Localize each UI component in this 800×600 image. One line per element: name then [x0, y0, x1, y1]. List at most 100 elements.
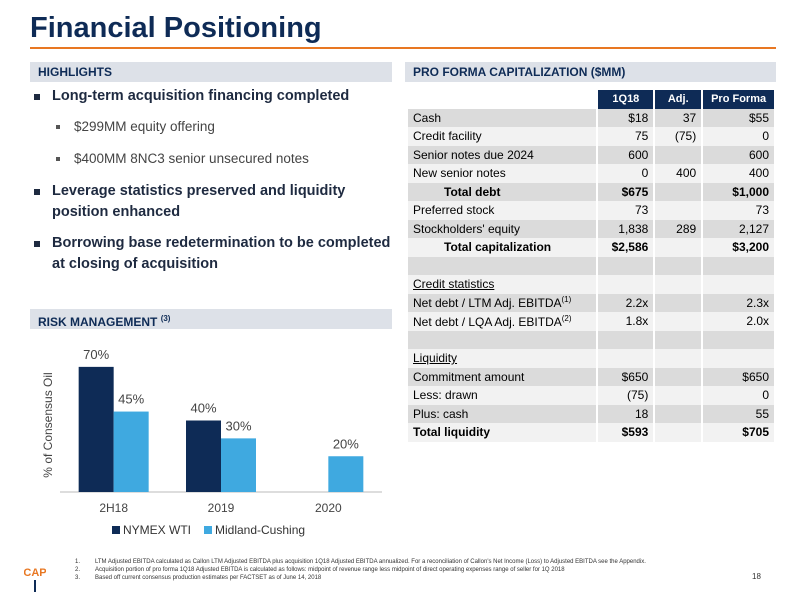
- cell-text: 2.0x: [746, 314, 769, 329]
- label-cell: Senior notes due 2024: [408, 145, 599, 164]
- label-cell: Credit facility: [408, 127, 599, 146]
- legend-label: Midland-Cushing: [215, 523, 305, 537]
- legend-swatch: [204, 526, 212, 534]
- cell-text: Credit statistics: [413, 277, 495, 292]
- value-cell: [654, 293, 704, 312]
- legend-swatch: [112, 526, 120, 534]
- legend-label: NYMEX WTI: [123, 523, 191, 537]
- cell-text: Cash: [413, 110, 442, 125]
- value-cell: [702, 256, 776, 275]
- cell-text: 400: [748, 166, 769, 181]
- cell-text: $1,000: [732, 184, 769, 199]
- value-cell: 2,127: [702, 219, 776, 238]
- footnote-number: 1.: [75, 559, 81, 565]
- cell-text: Commitment amount: [413, 369, 525, 384]
- bar: [186, 420, 221, 492]
- label-cell: Total debt: [408, 182, 599, 201]
- value-cell: $650: [702, 367, 776, 386]
- cell-text: 0: [641, 166, 649, 181]
- table-row: [408, 256, 776, 275]
- cell-text: 2.2x: [625, 295, 649, 310]
- value-cell: [597, 275, 656, 294]
- cell-text: $650: [742, 369, 769, 384]
- value-cell: [597, 256, 656, 275]
- cell-text: New senior notes: [413, 166, 506, 181]
- value-cell: $55: [702, 108, 776, 127]
- label-cell: Total liquidity: [408, 423, 599, 442]
- value-cell: [654, 312, 704, 331]
- value-cell: 2.3x: [702, 293, 776, 312]
- bullet: Leverage statistics preserved and liquid…: [30, 181, 392, 223]
- value-cell: 2.0x: [702, 312, 776, 331]
- cell-text: (75): [626, 388, 649, 403]
- cell-text: 73: [634, 203, 649, 218]
- x-tick-label: 2020: [315, 501, 342, 515]
- header-cell: 1Q18: [597, 90, 656, 109]
- footnote-text: Acquisition portion of pro forma 1Q18 Ad…: [95, 567, 565, 573]
- y-axis-label: % of Consensus Oil: [41, 372, 55, 477]
- cell-text: 289: [676, 221, 697, 236]
- label-cell: [408, 330, 599, 349]
- table-row: New senior notes 0 400 400: [408, 164, 776, 183]
- value-cell: [654, 330, 704, 349]
- footnote-ref: (3): [160, 314, 171, 323]
- cell-text: 55: [755, 406, 769, 421]
- cell-text: Liquidity: [413, 351, 458, 366]
- table-row: Total capitalization $2,586 $3,200: [408, 238, 776, 257]
- value-cell: $593: [597, 423, 656, 442]
- value-cell: 0: [702, 127, 776, 146]
- value-cell: $1,000: [702, 182, 776, 201]
- x-tick-label: 2H18: [99, 501, 128, 515]
- table-row: Plus: cash 18 55: [408, 404, 776, 423]
- table-row: Stockholders' equity 1,838 289 2,127: [408, 219, 776, 238]
- section-header: HIGHLIGHTS: [30, 62, 392, 82]
- label-cell: Total capitalization: [408, 238, 599, 257]
- cell-text: $675: [621, 184, 649, 199]
- label-cell: Cash: [408, 108, 599, 127]
- value-cell: [654, 367, 704, 386]
- value-cell: [654, 404, 704, 423]
- table-row: Less: drawn (75) 0: [408, 386, 776, 405]
- value-cell: $2,586: [597, 238, 656, 257]
- cell-text: $650: [621, 369, 649, 384]
- footnote-ref: (2): [561, 313, 572, 323]
- sub-bullet: $299MM equity offering: [30, 117, 392, 137]
- cell-text: Total debt: [444, 184, 501, 199]
- bullet: Long-term acquisition financing complete…: [30, 86, 392, 107]
- label-cell: Plus: cash: [408, 404, 599, 423]
- table-row: Total liquidity $593 $705: [408, 423, 776, 442]
- footnote: 2. Acquisition portion of pro forma 1Q18 …: [75, 566, 695, 574]
- value-cell: (75): [654, 127, 704, 146]
- bar: [221, 438, 256, 492]
- value-cell: 600: [597, 145, 656, 164]
- bullet: Borrowing base redetermination to be com…: [30, 233, 392, 275]
- cell-text: $593: [621, 425, 649, 440]
- value-cell: [654, 182, 704, 201]
- table-row: Senior notes due 2024 600 600: [408, 145, 776, 164]
- cell-text: $705: [742, 425, 769, 440]
- footnote-ref: (1): [561, 295, 572, 305]
- footnote-number: 3.: [75, 575, 81, 581]
- section-title: RISK MANAGEMENT: [38, 315, 158, 329]
- cell-text: Preferred stock: [413, 203, 495, 218]
- label-cell: New senior notes: [408, 164, 599, 183]
- value-cell: [654, 201, 704, 220]
- table-row: Commitment amount $650 $650: [408, 367, 776, 386]
- value-cell: $3,200: [702, 238, 776, 257]
- data-label: 70%: [83, 347, 109, 362]
- table-row: Preferred stock 73 73: [408, 201, 776, 220]
- cell-text: 1.8x: [625, 314, 649, 329]
- value-cell: 73: [702, 201, 776, 220]
- cell-text: Net debt / LQA Adj. EBITDA: [413, 314, 562, 329]
- table-row: Credit statistics: [408, 275, 776, 294]
- value-cell: 73: [597, 201, 656, 220]
- bullet-list: Long-term acquisition financing complete…: [30, 86, 392, 285]
- title: Financial Positioning: [30, 12, 322, 44]
- value-cell: $650: [597, 367, 656, 386]
- data-label: 20%: [333, 436, 359, 451]
- cell-text: $18: [628, 110, 649, 125]
- table-row: Liquidity: [408, 349, 776, 368]
- label-cell: Net debt / LQA Adj. EBITDA(2): [408, 312, 599, 331]
- table-row: Total debt $675 $1,000: [408, 182, 776, 201]
